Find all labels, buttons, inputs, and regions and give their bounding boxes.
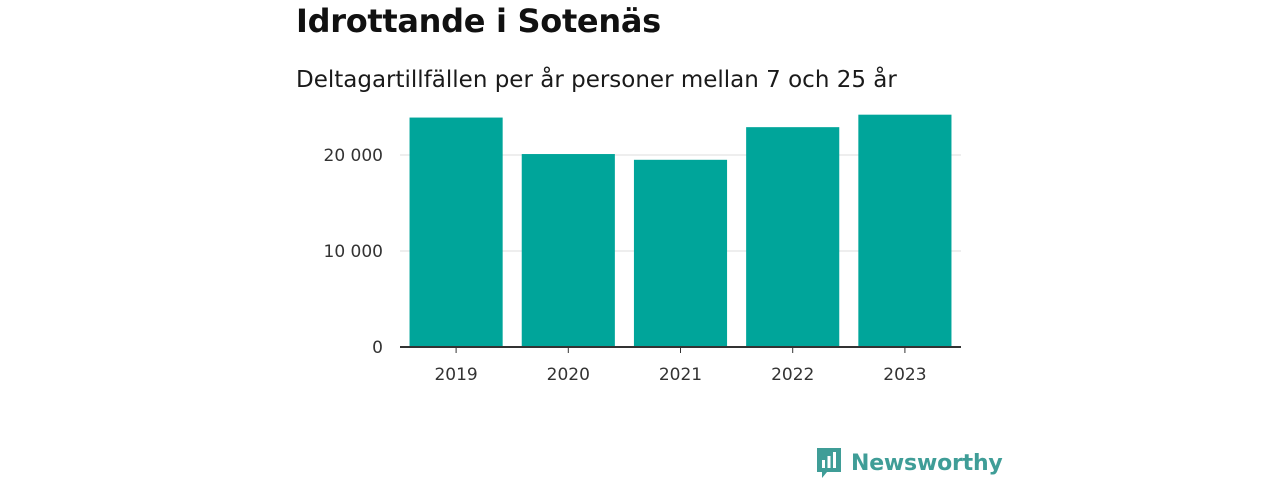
- chart-title: Idrottande i Sotenäs: [296, 2, 661, 40]
- x-axis-ticks: 2019 2020 2021 2022 2023: [434, 347, 927, 385]
- y-tick-label: 0: [372, 338, 383, 358]
- bar-2022: [746, 127, 840, 347]
- x-tick-label: 2019: [434, 365, 477, 385]
- bar-2020: [521, 154, 615, 347]
- y-tick-label: 20 000: [324, 146, 383, 166]
- x-tick-label: 2022: [771, 365, 814, 385]
- brand-logo: Newsworthy: [815, 446, 1003, 480]
- newsworthy-logo-icon: [817, 448, 841, 478]
- x-tick-label: 2020: [547, 365, 590, 385]
- chart-subtitle: Deltagartillfällen per år personer mella…: [296, 67, 897, 93]
- y-axis-ticks: 0 10 000 20 000: [324, 146, 383, 358]
- x-tick-label: 2021: [659, 365, 702, 385]
- bars: [409, 114, 952, 348]
- bar-2023: [858, 114, 952, 348]
- y-tick-label: 10 000: [324, 242, 383, 262]
- bar-2019: [409, 117, 503, 347]
- brand-name: Newsworthy: [851, 450, 1003, 476]
- x-tick-label: 2023: [883, 365, 926, 385]
- bar-2021: [633, 159, 728, 347]
